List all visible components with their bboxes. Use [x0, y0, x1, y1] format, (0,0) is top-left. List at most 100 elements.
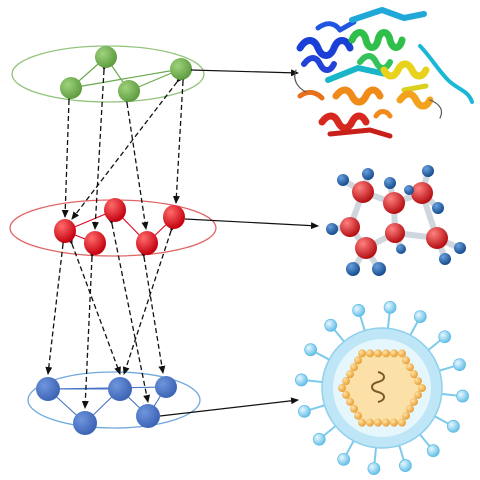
virus-spike-head [426, 444, 440, 458]
capsid-bead [414, 390, 422, 399]
capsid-bead [338, 384, 346, 392]
atom-blue [396, 244, 406, 254]
protein-ribbon-icon [294, 7, 474, 139]
capsid-bead [390, 349, 398, 358]
virus-spike-stalk [397, 443, 405, 462]
virus-spike-stalk [386, 312, 391, 331]
inter-layer-arrow [122, 223, 177, 375]
virus-spike-stalk [314, 351, 332, 362]
atom-red [383, 192, 405, 214]
capsid-bead [354, 411, 362, 420]
atom-blue [384, 177, 396, 189]
atom-blue [432, 202, 444, 214]
capsid-bead [358, 418, 366, 427]
mapping-arrows [159, 69, 319, 417]
capsid-bead [342, 390, 350, 399]
middle-node [136, 231, 158, 255]
capsid-bead [382, 418, 390, 427]
virus-spike-head [383, 301, 397, 314]
virus-spike-stalk [439, 392, 458, 397]
virus-spike-stalk [306, 379, 325, 384]
atom-red [385, 223, 405, 243]
virus-spike-stalk [345, 438, 356, 456]
top-node [95, 46, 117, 68]
capsid-bead [350, 404, 358, 413]
capsid-bead [346, 397, 354, 406]
atom-red [411, 182, 433, 204]
capsid-bead [402, 356, 410, 365]
atom-blue [422, 165, 434, 177]
capsid-bead [418, 384, 426, 392]
virus-spike-stalk [417, 432, 431, 448]
middle-node [54, 219, 76, 243]
bottom-node [36, 377, 60, 401]
bottom-node [73, 411, 97, 435]
layer-middle-nodes [54, 198, 185, 255]
middle-node [84, 231, 106, 255]
atom-blue [326, 223, 338, 235]
capsid-bead [366, 418, 374, 427]
top-node [170, 58, 192, 80]
virus-spike-stalk [359, 314, 367, 333]
virus-spike-head [456, 389, 469, 403]
inter-layer-arrow [81, 249, 96, 409]
capsid-bead [350, 363, 358, 372]
layer-top-nodes [60, 46, 192, 102]
virus-spike-stalk [373, 445, 378, 464]
atom-red [426, 227, 448, 249]
virus-spike-head [304, 343, 318, 357]
atom-blue [337, 174, 349, 186]
atom-blue [362, 168, 374, 180]
atom-blue [454, 242, 466, 254]
middle-node [163, 205, 185, 229]
virus-genome [371, 371, 385, 403]
virus-spike-head [298, 404, 311, 418]
capsid-bead [374, 418, 382, 427]
virus-spike-head [337, 452, 351, 466]
inter-layer-arrow [45, 236, 68, 375]
virus-spike-head [352, 304, 366, 317]
bottom-node [136, 404, 160, 428]
virus-spike-head [453, 358, 466, 372]
top-to-protein-arrow [190, 69, 299, 77]
virus-spike-head [367, 462, 381, 475]
capsid-bead [374, 349, 382, 358]
inter-layer-arrow [122, 95, 149, 230]
inter-layer-arrow [66, 236, 121, 375]
atom-blue [372, 262, 386, 276]
capsid-bead [358, 349, 366, 358]
capsid-bead [402, 411, 410, 420]
top-node [118, 80, 140, 102]
atom-red [340, 217, 360, 237]
capsid-beads [338, 349, 426, 427]
virus-icon [295, 301, 469, 475]
inter-layer-arrow [172, 73, 187, 204]
capsid-bead [410, 370, 418, 379]
inter-layer-edges [45, 62, 187, 409]
atom-blue [346, 262, 360, 276]
virus-spike-stalk [437, 365, 456, 373]
virus-spike-stalk [408, 320, 419, 338]
virus-spike-head [295, 373, 308, 387]
capsid-bead [390, 418, 398, 427]
atom-red [355, 237, 377, 259]
capsid-bead [398, 418, 406, 427]
capsid-bead [382, 349, 390, 358]
capsid-bead [346, 370, 354, 379]
virus-spike-head [324, 318, 338, 332]
capsid-bead [366, 349, 374, 358]
capsid-bead [406, 404, 414, 413]
atom-blue [439, 253, 451, 265]
capsid-bead [406, 363, 414, 372]
top-node [60, 77, 82, 99]
inter-layer-arrow [61, 92, 73, 218]
virus-spike-stalk [333, 328, 347, 344]
virus-spike-head [446, 419, 460, 433]
bottom-node [108, 377, 132, 401]
inter-layer-arrow [139, 249, 166, 374]
bottom-node [155, 376, 177, 398]
capsid-bead [354, 356, 362, 365]
atom-red [352, 181, 374, 203]
